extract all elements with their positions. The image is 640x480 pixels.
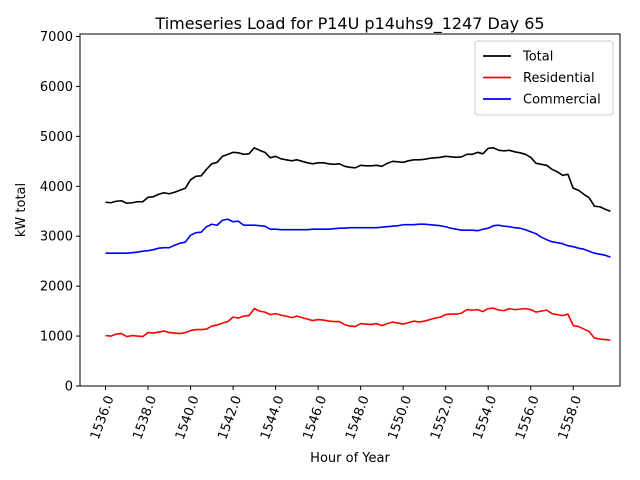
plot-frame: [79, 33, 621, 387]
legend-label-residential: Residential: [523, 71, 595, 86]
y-tick-label: 2000: [40, 280, 73, 295]
plot-content: [105, 147, 611, 341]
y-tick-label: 0: [65, 380, 73, 395]
series-line-commercial: [105, 218, 611, 258]
y-axis: 0 1000 2000 3000 4000 5000 6000 7000: [40, 30, 80, 395]
legend-label-total: Total: [522, 50, 553, 65]
y-tick-label: 7000: [40, 30, 73, 45]
legend: Total Residential Commercial: [474, 40, 614, 116]
y-tick-label: 3000: [40, 230, 73, 245]
chart-title: Timeseries Load for P14U p14uhs9_1247 Da…: [154, 14, 544, 34]
legend-box: [474, 40, 614, 116]
y-axis-title: kW total: [14, 183, 29, 237]
y-tick-label: 6000: [40, 80, 73, 95]
y-tick-label: 5000: [40, 130, 73, 145]
legend-label-commercial: Commercial: [523, 93, 601, 108]
series-line-residential: [105, 307, 611, 341]
y-tick-label: 1000: [40, 330, 73, 345]
y-tick-label: 4000: [40, 180, 73, 195]
series-line-total: [105, 147, 611, 212]
x-axis-title: Hour of Year: [310, 451, 390, 466]
